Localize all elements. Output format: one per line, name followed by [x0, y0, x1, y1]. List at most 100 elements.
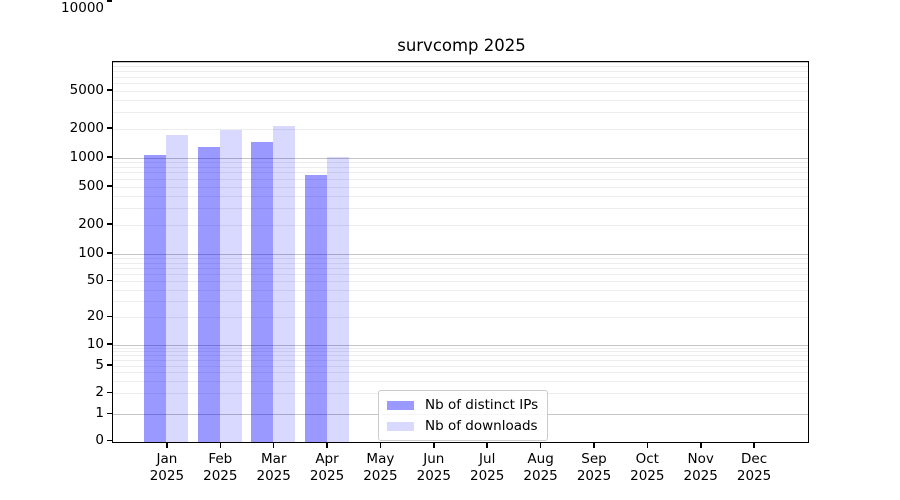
gridline-minor [113, 267, 808, 269]
x-tick-label-feb: Feb 2025 [188, 451, 252, 484]
x-tick-year: 2025 [149, 467, 185, 484]
x-tick-month: Nov [687, 451, 714, 467]
gridline-minor [113, 71, 808, 73]
bar-distinct-ips-apr [304, 174, 327, 442]
x-tick-month: Jun [423, 451, 445, 467]
gridline-minor [113, 66, 808, 68]
gridline-minor [113, 76, 808, 78]
y-tick-label: 10000 [61, 0, 104, 16]
gridline-minor [113, 273, 808, 275]
y-tick-mark [107, 156, 112, 158]
plot-area: Nb of distinct IPs Nb of downloads [112, 61, 809, 443]
y-tick-mark [107, 0, 112, 2]
y-tick-mark [107, 89, 112, 91]
x-tick-mark [326, 443, 328, 448]
x-tick-label-mar: Mar 2025 [242, 451, 306, 484]
x-tick-year: 2025 [203, 467, 238, 484]
y-tick-mark [107, 439, 112, 441]
x-tick-month: Feb [208, 451, 233, 467]
legend-item-downloads: Nb of downloads [387, 417, 538, 435]
x-tick-month: May [366, 451, 395, 467]
x-tick-label-may: May 2025 [348, 451, 412, 484]
gridline-minor [113, 281, 808, 282]
gridline-major [113, 157, 808, 159]
x-tick-mark [646, 443, 649, 448]
x-tick-mark [753, 443, 755, 448]
y-tick-mark [107, 185, 112, 187]
x-tick-month: Sep [581, 451, 607, 467]
y-tick-mark [107, 412, 112, 415]
gridline-minor [113, 83, 808, 85]
x-tick-mark [593, 443, 595, 448]
y-tick-mark [107, 315, 112, 318]
y-tick-label: 10 [86, 335, 104, 352]
x-tick-year: 2025 [363, 467, 398, 484]
x-tick-mark [433, 443, 435, 448]
legend-label: Nb of distinct IPs [425, 397, 539, 413]
y-tick-label: 5 [95, 356, 104, 373]
legend-label: Nb of downloads [425, 418, 538, 434]
y-tick-label: 1 [95, 405, 104, 422]
x-tick-month: Jul [479, 451, 496, 467]
gridline-minor [113, 317, 808, 319]
x-tick-year: 2025 [683, 467, 718, 484]
x-tick-year: 2025 [630, 467, 665, 484]
y-tick-mark [107, 343, 112, 345]
x-tick-mark [272, 443, 275, 448]
y-tick-mark [107, 252, 112, 254]
gridline-minor [113, 172, 808, 174]
x-tick-mark [219, 443, 221, 448]
x-tick-label-jul: Jul 2025 [455, 451, 519, 484]
gridline-minor [113, 161, 808, 163]
gridline-minor [113, 355, 808, 357]
y-tick-label: 20 [86, 308, 104, 325]
x-tick-label-dec: Dec 2025 [722, 451, 786, 484]
gridline-minor [113, 90, 808, 92]
x-tick-label-aug: Aug 2025 [509, 451, 573, 484]
x-tick-mark [166, 443, 168, 448]
bar-downloads-mar [273, 125, 296, 442]
x-tick-year: 2025 [576, 467, 612, 484]
gridline-major [113, 344, 808, 346]
bar-distinct-ips-feb [197, 146, 220, 442]
gridline-minor [113, 372, 808, 374]
x-tick-mark [700, 443, 702, 448]
gridline-minor [113, 301, 808, 303]
bar-downloads-feb [219, 129, 242, 442]
y-tick-label: 0 [95, 432, 104, 448]
gridline-minor [113, 347, 808, 349]
gridline-minor [113, 380, 808, 382]
gridline-minor [113, 351, 808, 353]
gridline-major [113, 253, 808, 255]
x-tick-month: Apr [315, 451, 339, 467]
bar-downloads-apr [326, 157, 349, 442]
gridline-minor [113, 224, 808, 226]
x-tick-label-apr: Apr 2025 [295, 451, 359, 484]
gridline-major [113, 62, 808, 63]
y-tick-mark [107, 223, 112, 225]
gridline-minor [113, 178, 808, 180]
x-tick-year: 2025 [736, 467, 772, 484]
gridline-minor [113, 186, 808, 188]
x-tick-year: 2025 [523, 467, 558, 484]
legend-swatch-icon [387, 421, 414, 431]
y-tick-label: 1000 [69, 148, 104, 165]
y-tick-label: 200 [78, 215, 104, 232]
x-tick-year: 2025 [256, 467, 291, 484]
gridline-minor [113, 207, 808, 209]
gridline-minor [113, 289, 808, 291]
x-tick-month: Mar [260, 451, 287, 467]
x-tick-month: Jan [156, 451, 178, 467]
y-tick-mark [107, 127, 112, 129]
x-tick-month: Aug [527, 451, 554, 467]
x-tick-month: Oct [635, 451, 659, 467]
y-tick-label: 2000 [69, 119, 104, 136]
x-tick-mark [486, 443, 488, 448]
y-tick-label: 2 [95, 384, 104, 401]
x-tick-mark [379, 443, 382, 448]
bar-distinct-ips-jan [144, 154, 167, 442]
x-tick-mark [539, 443, 542, 448]
x-tick-label-nov: Nov 2025 [669, 451, 733, 484]
gridline-minor [113, 360, 808, 361]
